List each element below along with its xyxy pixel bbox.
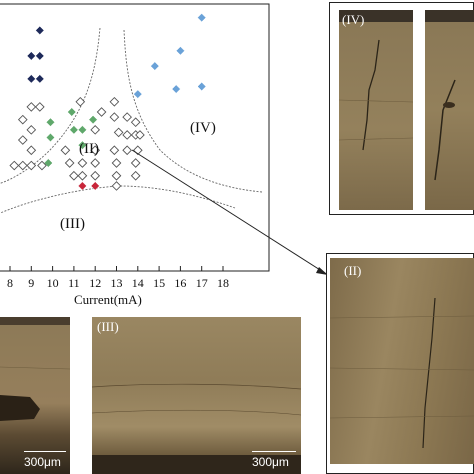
data-point-open bbox=[109, 96, 120, 107]
data-point-filled bbox=[26, 74, 36, 84]
data-point-open bbox=[9, 160, 20, 171]
panel-ii-label: (II) bbox=[344, 263, 362, 278]
data-point-open bbox=[37, 160, 47, 171]
data-point-filled bbox=[43, 158, 53, 168]
data-point-filled bbox=[77, 140, 87, 150]
region-label-iii: (III) bbox=[60, 216, 85, 232]
panel-iii-label: (III) bbox=[97, 319, 119, 334]
data-point-filled bbox=[77, 125, 87, 135]
data-point-open bbox=[111, 170, 122, 181]
x-tick-label: 14 bbox=[132, 276, 144, 290]
data-point-filled bbox=[150, 61, 160, 71]
boundary-curve-lower bbox=[0, 185, 236, 214]
callout-arrow bbox=[131, 149, 329, 276]
data-point-filled bbox=[88, 115, 98, 125]
panel-iv-micrograph-right bbox=[425, 10, 474, 210]
panel-ii-micrograph: (II) bbox=[330, 258, 474, 464]
data-point-open bbox=[26, 145, 37, 156]
x-tick-label: 12 bbox=[89, 276, 101, 290]
data-point-filled bbox=[69, 125, 79, 135]
data-point-open bbox=[111, 158, 122, 168]
x-tick-label: 13 bbox=[111, 276, 123, 290]
data-point-filled bbox=[45, 117, 56, 127]
region-label-iv: (IV) bbox=[190, 120, 216, 136]
data-point-open bbox=[17, 160, 28, 171]
x-tick-label: 18 bbox=[217, 276, 229, 290]
data-point-open bbox=[69, 170, 79, 181]
panel-iii-micrograph: (III) 300μm bbox=[92, 317, 301, 474]
panel-i-scalebar bbox=[24, 451, 66, 452]
data-point-open bbox=[17, 135, 28, 145]
panel-i-micrograph: 300μm bbox=[0, 317, 70, 474]
data-point-filled bbox=[77, 181, 87, 191]
data-point-open bbox=[122, 130, 132, 140]
data-point-filled bbox=[175, 46, 185, 56]
data-point-open bbox=[34, 102, 45, 112]
x-tick-label: 10 bbox=[47, 276, 59, 290]
region-label-ii: (II) bbox=[79, 141, 99, 157]
data-point-open bbox=[109, 112, 120, 122]
x-axis-ticks bbox=[9, 266, 224, 271]
data-point-open bbox=[64, 158, 75, 168]
panel-i-scale-text: 300μm bbox=[24, 455, 61, 469]
data-point-filled bbox=[171, 84, 181, 94]
data-point-open bbox=[130, 158, 141, 168]
data-point-open bbox=[135, 130, 145, 140]
data-points bbox=[9, 13, 207, 191]
panel-iv-label: (IV) bbox=[342, 12, 365, 27]
boundary-curve-upper-right bbox=[123, 29, 263, 193]
x-tick-label: 17 bbox=[196, 276, 208, 290]
data-point-open bbox=[26, 125, 37, 135]
panel-iv-micrograph-left: (IV) bbox=[339, 10, 413, 210]
data-point-open bbox=[96, 107, 107, 117]
data-point-filled bbox=[197, 13, 207, 23]
data-point-open bbox=[113, 127, 124, 138]
data-point-open bbox=[90, 158, 101, 168]
data-point-open bbox=[60, 145, 71, 156]
data-point-filled bbox=[35, 25, 45, 35]
x-tick-label: 9 bbox=[28, 276, 34, 290]
callout-arrowhead bbox=[316, 267, 328, 275]
data-point-open bbox=[90, 170, 101, 181]
data-point-open bbox=[17, 114, 28, 125]
data-point-open bbox=[77, 170, 88, 181]
data-point-open bbox=[26, 102, 37, 112]
x-tick-label: 16 bbox=[174, 276, 186, 290]
x-axis-label: Current(mA) bbox=[74, 292, 142, 307]
data-point-open bbox=[26, 160, 37, 171]
data-point-filled bbox=[45, 132, 56, 143]
data-point-open bbox=[122, 112, 132, 122]
data-point-open bbox=[111, 181, 122, 191]
data-point-open bbox=[122, 145, 132, 156]
data-point-open bbox=[75, 96, 86, 107]
data-point-open bbox=[130, 170, 141, 181]
data-point-open bbox=[130, 117, 141, 128]
x-tick-label: 15 bbox=[153, 276, 165, 290]
data-point-open bbox=[77, 158, 88, 168]
data-point-open bbox=[109, 145, 120, 156]
data-point-filled bbox=[197, 81, 207, 92]
data-point-filled bbox=[35, 51, 45, 61]
data-point-filled bbox=[90, 181, 100, 191]
data-point-filled bbox=[133, 89, 143, 99]
data-point-open bbox=[90, 125, 101, 135]
x-tick-label: 11 bbox=[68, 276, 80, 290]
x-tick-label: 8 bbox=[7, 276, 13, 290]
panel-iii-scalebar bbox=[252, 451, 296, 452]
data-point-filled bbox=[67, 107, 77, 117]
data-point-open bbox=[90, 145, 101, 156]
panel-iii-scale-text: 300μm bbox=[252, 455, 289, 469]
data-point-filled bbox=[35, 74, 45, 84]
x-axis-tick-labels: 8 9 10 11 12 13 14 15 16 17 18 bbox=[7, 276, 229, 290]
data-point-filled bbox=[26, 51, 36, 61]
